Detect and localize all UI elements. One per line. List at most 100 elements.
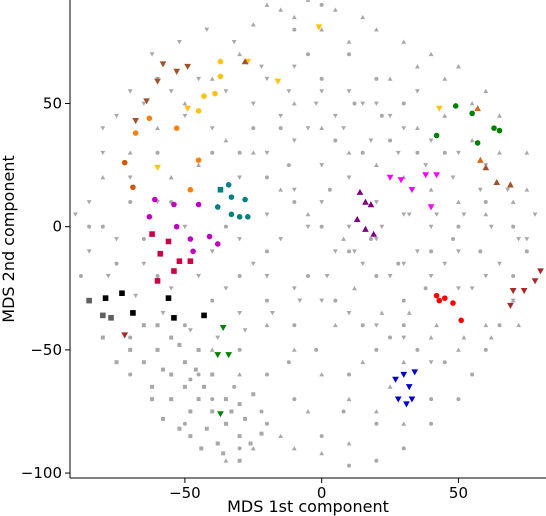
circle-marker <box>469 110 475 117</box>
triangle-up-marker <box>291 14 297 20</box>
triangle-down-marker <box>505 187 511 193</box>
circle-marker <box>496 127 503 134</box>
circle-marker <box>306 52 310 57</box>
square-marker <box>177 342 182 347</box>
circle-marker <box>333 298 338 303</box>
triangle-up-marker <box>497 150 502 155</box>
triangle-down-marker <box>177 39 182 45</box>
circle-marker <box>210 298 215 303</box>
triangle-down-marker <box>143 98 150 105</box>
triangle-down-marker <box>141 101 147 106</box>
triangle-up-marker <box>196 162 201 168</box>
square-marker <box>188 409 193 414</box>
triangle-up-marker <box>415 64 420 69</box>
circle-marker <box>264 372 269 377</box>
square-marker <box>193 367 198 372</box>
triangle-down-marker <box>196 274 201 279</box>
triangle-down-marker <box>415 249 420 254</box>
triangle-down-marker <box>379 224 385 230</box>
square-marker <box>182 384 187 389</box>
circle-marker <box>223 224 228 229</box>
triangle-down-marker <box>332 113 338 119</box>
circle-marker <box>401 101 406 106</box>
triangle-down-marker <box>270 310 275 316</box>
triangle-down-marker <box>114 237 119 242</box>
circle-marker <box>245 214 251 220</box>
circle-marker <box>319 434 324 439</box>
triangle-down-marker <box>346 310 352 316</box>
triangle-down-marker <box>509 288 517 295</box>
circle-marker <box>251 126 256 131</box>
square-marker <box>165 238 172 245</box>
circle-marker <box>100 224 105 229</box>
circle-marker <box>442 360 447 365</box>
triangle-down-marker <box>237 310 243 316</box>
triangle-up-marker <box>264 322 270 328</box>
triangle-down-marker <box>105 274 111 279</box>
triangle-down-marker <box>422 172 429 179</box>
circle-marker <box>259 409 264 414</box>
triangle-up-marker <box>346 150 352 155</box>
triangle-up-marker <box>346 441 352 446</box>
circle-marker <box>210 150 215 155</box>
circle-marker <box>433 292 440 299</box>
triangle-up-marker <box>341 236 346 241</box>
circle-marker <box>264 298 269 303</box>
triangle-up-marker <box>434 322 439 328</box>
circle-marker <box>286 360 291 365</box>
triangle-down-marker <box>450 175 456 180</box>
triangle-up-marker <box>241 58 249 65</box>
circle-marker <box>155 150 160 155</box>
triangle-down-marker <box>264 150 270 156</box>
circle-marker <box>347 52 352 57</box>
x-tick-label: 0 <box>317 484 327 502</box>
triangle-down-marker <box>497 261 502 267</box>
triangle-up-marker <box>278 7 284 12</box>
triangle-up-marker <box>209 347 215 352</box>
circle-marker <box>347 372 352 377</box>
triangle-down-marker <box>394 396 402 403</box>
ticks: −50 0 50 −100 −50 0 50 <box>21 94 468 502</box>
triangle-down-marker <box>415 89 420 94</box>
square-marker <box>221 451 226 456</box>
triangle-down-marker <box>319 89 325 94</box>
square-marker <box>119 290 125 297</box>
triangle-up-marker <box>346 39 352 44</box>
triangle-down-marker <box>173 68 181 75</box>
square-marker <box>141 323 146 328</box>
circle-marker <box>456 224 461 229</box>
data-markers <box>73 0 544 468</box>
square-marker <box>243 416 248 421</box>
triangle-down-marker <box>291 138 297 143</box>
circle-marker <box>225 181 232 188</box>
triangle-up-marker <box>264 2 270 7</box>
circle-marker <box>429 397 434 402</box>
triangle-up-marker <box>456 347 461 352</box>
circle-marker <box>228 194 235 200</box>
circle-marker <box>352 101 357 106</box>
triangle-up-marker <box>155 125 160 131</box>
triangle-up-marker <box>469 138 475 143</box>
triangle-up-marker <box>168 175 174 180</box>
square-marker <box>202 384 207 389</box>
circle-marker <box>195 157 202 163</box>
circle-marker <box>292 323 297 328</box>
y-tick-label: 50 <box>43 94 62 112</box>
circle-marker <box>511 224 516 229</box>
triangle-up-marker <box>373 27 379 32</box>
circle-marker <box>347 249 352 254</box>
triangle-down-marker <box>341 126 346 131</box>
circle-marker <box>217 73 224 80</box>
triangle-down-marker <box>346 89 352 94</box>
square-marker <box>171 268 177 274</box>
square-marker <box>251 392 256 397</box>
square-marker <box>237 458 242 463</box>
triangle-down-marker <box>250 101 256 106</box>
triangle-down-marker <box>346 175 352 180</box>
triangle-down-marker <box>520 288 528 295</box>
circle-marker <box>264 175 269 180</box>
circle-marker <box>264 249 269 254</box>
circle-marker <box>436 297 443 304</box>
triangle-down-marker <box>346 224 352 230</box>
triangle-up-marker <box>370 230 378 237</box>
